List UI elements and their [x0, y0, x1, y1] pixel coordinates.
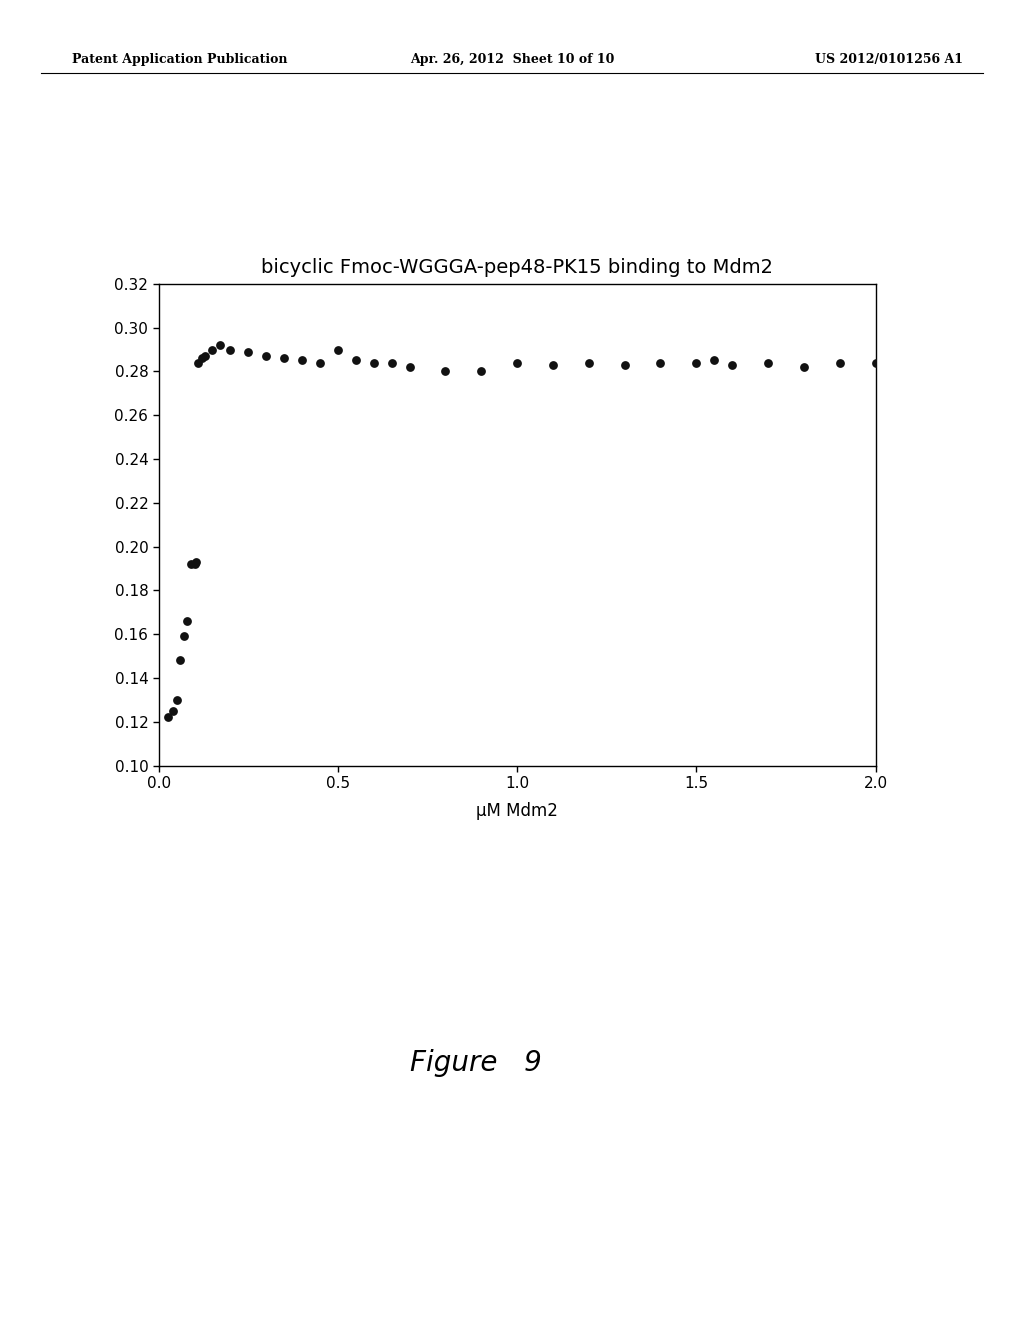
Point	[165, 701, 181, 722]
Point	[211, 334, 227, 355]
Point	[258, 346, 274, 367]
Point	[437, 360, 454, 381]
Point	[652, 352, 669, 374]
Title: bicyclic Fmoc-WGGGA-pep48-PK15 binding to Mdm2: bicyclic Fmoc-WGGGA-pep48-PK15 binding t…	[261, 257, 773, 277]
Point	[509, 352, 525, 374]
Point	[311, 352, 328, 374]
Text: Figure   9: Figure 9	[410, 1048, 542, 1077]
Point	[867, 352, 884, 374]
X-axis label: μM Mdm2: μM Mdm2	[476, 803, 558, 820]
Point	[176, 626, 193, 647]
Point	[188, 552, 205, 573]
Point	[240, 341, 256, 362]
Point	[831, 352, 848, 374]
Point	[473, 360, 489, 381]
Point	[222, 339, 239, 360]
Text: US 2012/0101256 A1: US 2012/0101256 A1	[814, 53, 963, 66]
Point	[186, 553, 203, 574]
Point	[330, 339, 346, 360]
Text: Apr. 26, 2012  Sheet 10 of 10: Apr. 26, 2012 Sheet 10 of 10	[410, 53, 614, 66]
Point	[190, 352, 207, 374]
Point	[688, 352, 705, 374]
Point	[707, 350, 723, 371]
Point	[197, 346, 214, 367]
Text: Patent Application Publication: Patent Application Publication	[72, 53, 287, 66]
Point	[366, 352, 382, 374]
Point	[348, 350, 365, 371]
Point	[383, 352, 399, 374]
Point	[401, 356, 418, 378]
Point	[760, 352, 776, 374]
Point	[182, 553, 199, 574]
Point	[204, 339, 221, 360]
Point	[616, 354, 633, 375]
Point	[581, 352, 597, 374]
Point	[545, 354, 561, 375]
Point	[796, 356, 812, 378]
Point	[172, 649, 188, 671]
Point	[724, 354, 740, 375]
Point	[168, 689, 184, 710]
Point	[179, 610, 196, 631]
Point	[275, 347, 293, 368]
Point	[294, 350, 310, 371]
Point	[160, 708, 176, 729]
Point	[194, 347, 210, 368]
